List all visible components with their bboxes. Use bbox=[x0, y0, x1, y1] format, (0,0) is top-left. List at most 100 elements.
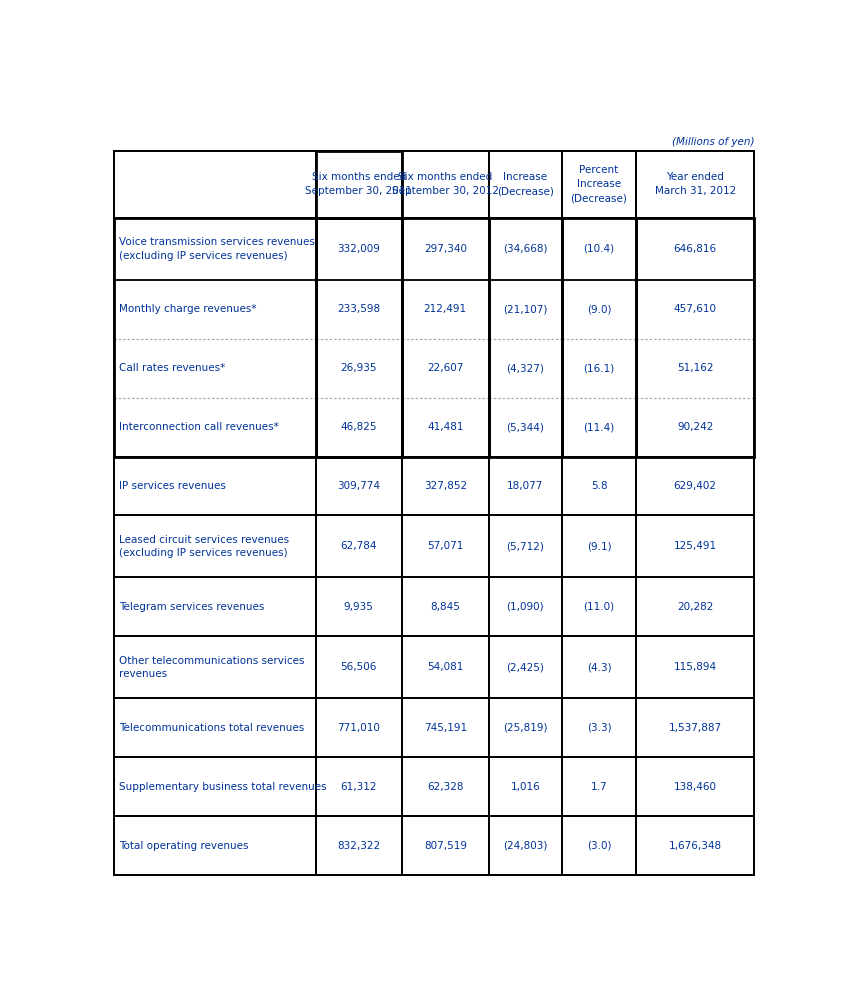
Text: Six months ended
September 30, 2011: Six months ended September 30, 2011 bbox=[305, 172, 412, 196]
Text: 125,491: 125,491 bbox=[673, 542, 717, 551]
Bar bbox=[562, 699, 636, 757]
Bar bbox=[113, 699, 316, 757]
Text: 61,312: 61,312 bbox=[340, 782, 377, 792]
Text: Supplementary business total revenues: Supplementary business total revenues bbox=[119, 782, 327, 792]
Text: 332,009: 332,009 bbox=[337, 244, 380, 253]
Text: 20,282: 20,282 bbox=[677, 602, 713, 612]
Bar bbox=[402, 150, 489, 218]
Text: Interconnection call revenues*: Interconnection call revenues* bbox=[119, 422, 279, 432]
Text: 9,935: 9,935 bbox=[344, 602, 374, 612]
Text: Percent
Increase
(Decrease): Percent Increase (Decrease) bbox=[571, 165, 628, 203]
Text: (5,712): (5,712) bbox=[507, 542, 545, 551]
Text: 54,081: 54,081 bbox=[427, 662, 463, 672]
Text: 115,894: 115,894 bbox=[673, 662, 717, 672]
Bar bbox=[636, 516, 755, 577]
Text: Voice transmission services revenues
(excluding IP services revenues): Voice transmission services revenues (ex… bbox=[119, 238, 315, 260]
Bar bbox=[402, 218, 489, 280]
Text: (11.0): (11.0) bbox=[584, 602, 615, 612]
Text: (9.1): (9.1) bbox=[587, 542, 612, 551]
Text: (4,327): (4,327) bbox=[507, 363, 545, 373]
Text: Telecommunications total revenues: Telecommunications total revenues bbox=[119, 723, 304, 733]
Bar bbox=[402, 456, 489, 516]
Text: Year ended
March 31, 2012: Year ended March 31, 2012 bbox=[655, 172, 736, 196]
Text: 8,845: 8,845 bbox=[430, 602, 460, 612]
Text: (Millions of yen): (Millions of yen) bbox=[672, 137, 755, 147]
Bar bbox=[402, 577, 489, 637]
Text: 309,774: 309,774 bbox=[337, 481, 380, 491]
Text: 1,537,887: 1,537,887 bbox=[668, 723, 722, 733]
Text: 1,676,348: 1,676,348 bbox=[668, 841, 722, 850]
Text: 5.8: 5.8 bbox=[590, 481, 607, 491]
Text: 56,506: 56,506 bbox=[340, 662, 377, 672]
Text: 18,077: 18,077 bbox=[507, 481, 544, 491]
Bar bbox=[562, 816, 636, 875]
Bar bbox=[489, 637, 562, 699]
Bar bbox=[402, 757, 489, 816]
Bar bbox=[562, 218, 636, 280]
Bar bbox=[316, 218, 402, 456]
Bar bbox=[636, 699, 755, 757]
Text: Monthly charge revenues*: Monthly charge revenues* bbox=[119, 304, 257, 315]
Bar bbox=[316, 757, 402, 816]
Text: 297,340: 297,340 bbox=[424, 244, 467, 253]
Text: (25,819): (25,819) bbox=[503, 723, 548, 733]
Bar bbox=[316, 218, 402, 280]
Text: (16.1): (16.1) bbox=[584, 363, 615, 373]
Text: Leased circuit services revenues
(excluding IP services revenues): Leased circuit services revenues (exclud… bbox=[119, 535, 289, 558]
Bar bbox=[316, 456, 402, 516]
Text: 57,071: 57,071 bbox=[427, 542, 463, 551]
Bar bbox=[562, 456, 636, 516]
Text: (2,425): (2,425) bbox=[507, 662, 545, 672]
Text: 138,460: 138,460 bbox=[673, 782, 717, 792]
Text: 327,852: 327,852 bbox=[424, 481, 467, 491]
Text: Call rates revenues*: Call rates revenues* bbox=[119, 363, 225, 373]
Bar bbox=[113, 516, 316, 577]
Text: IP services revenues: IP services revenues bbox=[119, 481, 226, 491]
Bar bbox=[113, 456, 316, 516]
Text: 745,191: 745,191 bbox=[424, 723, 467, 733]
Bar bbox=[316, 816, 402, 875]
Bar bbox=[636, 816, 755, 875]
Text: 90,242: 90,242 bbox=[677, 422, 713, 432]
Text: 807,519: 807,519 bbox=[424, 841, 467, 850]
Text: 457,610: 457,610 bbox=[673, 304, 717, 315]
Bar bbox=[636, 218, 755, 456]
Text: (9.0): (9.0) bbox=[587, 304, 612, 315]
Bar bbox=[316, 699, 402, 757]
Bar bbox=[562, 577, 636, 637]
Bar bbox=[489, 577, 562, 637]
Text: 771,010: 771,010 bbox=[337, 723, 380, 733]
Text: (21,107): (21,107) bbox=[503, 304, 547, 315]
Text: 233,598: 233,598 bbox=[337, 304, 380, 315]
Bar bbox=[489, 816, 562, 875]
Text: Telegram services revenues: Telegram services revenues bbox=[119, 602, 264, 612]
Bar bbox=[402, 516, 489, 577]
Bar bbox=[636, 456, 755, 516]
Bar bbox=[402, 637, 489, 699]
Bar bbox=[113, 816, 316, 875]
Text: Increase
(Decrease): Increase (Decrease) bbox=[497, 172, 554, 196]
Bar bbox=[113, 218, 316, 280]
Text: 22,607: 22,607 bbox=[427, 363, 463, 373]
Text: (11.4): (11.4) bbox=[584, 422, 615, 432]
Text: 62,784: 62,784 bbox=[340, 542, 377, 551]
Bar bbox=[489, 699, 562, 757]
Text: 62,328: 62,328 bbox=[427, 782, 463, 792]
Bar bbox=[636, 637, 755, 699]
Text: Total operating revenues: Total operating revenues bbox=[119, 841, 248, 850]
Text: 46,825: 46,825 bbox=[340, 422, 377, 432]
Bar bbox=[489, 218, 562, 280]
Text: 1,016: 1,016 bbox=[511, 782, 540, 792]
Text: (3.3): (3.3) bbox=[587, 723, 612, 733]
Bar bbox=[636, 150, 755, 218]
Bar bbox=[402, 816, 489, 875]
Bar bbox=[113, 577, 316, 637]
Bar bbox=[489, 218, 562, 456]
Text: (1,090): (1,090) bbox=[507, 602, 544, 612]
Bar bbox=[636, 757, 755, 816]
Bar bbox=[316, 150, 402, 218]
Text: 212,491: 212,491 bbox=[424, 304, 467, 315]
Text: (34,668): (34,668) bbox=[503, 244, 548, 253]
Text: 629,402: 629,402 bbox=[673, 481, 717, 491]
Bar bbox=[562, 757, 636, 816]
